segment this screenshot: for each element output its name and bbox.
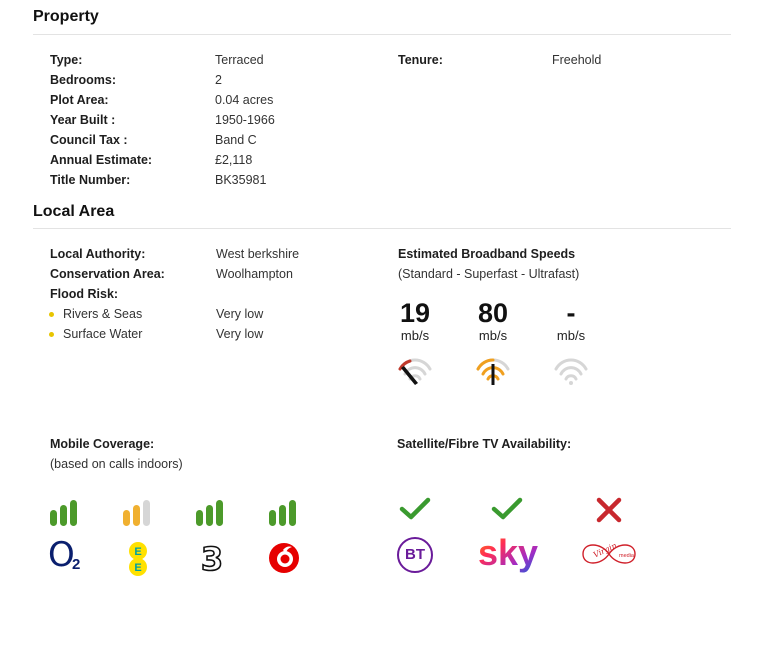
mobile-coverage-subtitle: (based on calls indoors) <box>50 457 183 471</box>
mobile-coverage-title: Mobile Coverage: <box>50 437 155 451</box>
check-icon <box>491 497 523 520</box>
broadband-gauge-standard-icon <box>398 358 432 385</box>
vodafone-logo <box>269 543 299 573</box>
speed-superfast-value: 80 <box>477 298 509 328</box>
check-icon <box>399 497 431 520</box>
broadband-gauge-superfast-icon <box>476 358 510 385</box>
property-field-value: 0.04 acres <box>215 93 274 107</box>
broadband-title: Estimated Broadband Speeds <box>398 247 576 261</box>
speed-standard-unit: mb/s <box>400 328 430 343</box>
property-field-value: Band C <box>215 133 257 147</box>
local-authority-label: Local Authority: <box>50 247 146 261</box>
tenure-label: Tenure: <box>398 53 443 67</box>
signal-bar <box>206 505 213 526</box>
speed-standard-value: 19 <box>399 298 431 328</box>
three-logo: 3 <box>200 539 224 579</box>
signal-bars-icon <box>50 496 82 526</box>
local-area-title: Local Area <box>33 203 115 220</box>
sky-logo: sky <box>478 532 538 573</box>
broadband-gauge-ultrafast-icon <box>554 358 588 385</box>
signal-bar <box>50 510 57 526</box>
signal-bar <box>216 500 223 526</box>
signal-bars-icon <box>269 496 301 526</box>
property-divider <box>33 34 731 35</box>
conservation-area-value: Woolhampton <box>216 267 293 281</box>
svg-text:E: E <box>134 562 141 574</box>
signal-bar <box>279 505 286 526</box>
signal-bar <box>289 500 296 526</box>
property-field-value: 1950-1966 <box>215 113 275 127</box>
signal-bar <box>60 505 67 526</box>
signal-bars-icon <box>123 496 155 526</box>
svg-text:E: E <box>134 546 141 558</box>
o2-logo: O 2 <box>48 535 81 575</box>
property-field-label: Bedrooms: <box>50 73 116 87</box>
tv-availability-title: Satellite/Fibre TV Availability: <box>397 437 572 451</box>
signal-bars-icon <box>196 496 228 526</box>
property-field-label: Type: <box>50 53 83 67</box>
property-field-label: Plot Area: <box>50 93 109 107</box>
speed-ultrafast-unit: mb/s <box>556 328 586 343</box>
tenure-value: Freehold <box>552 53 602 67</box>
flood-rivers-value: Very low <box>216 307 264 321</box>
property-field-label: Council Tax : <box>50 133 128 147</box>
speed-superfast-unit: mb/s <box>478 328 508 343</box>
broadband-subtitle: (Standard - Superfast - Ultrafast) <box>398 267 580 281</box>
property-field-value: 2 <box>215 73 222 87</box>
flood-surface-value: Very low <box>216 327 264 341</box>
property-field-value: £2,118 <box>215 153 253 167</box>
flood-surface-label: Surface Water <box>63 327 143 341</box>
signal-bar <box>70 500 77 526</box>
conservation-area-label: Conservation Area: <box>50 267 165 281</box>
bt-logo: BT <box>397 537 433 573</box>
property-field-label: Title Number: <box>50 173 131 187</box>
local-authority-value: West berkshire <box>216 247 300 261</box>
virgin-media-logo: Virgin media <box>582 541 636 564</box>
property-field-value: BK35981 <box>215 173 267 187</box>
property-title: Property <box>33 8 99 25</box>
bullet-dot <box>49 332 54 337</box>
property-field-label: Annual Estimate: <box>50 153 153 167</box>
signal-bar <box>133 505 140 526</box>
signal-bar <box>123 510 130 526</box>
signal-bar <box>196 510 203 526</box>
svg-text:Virgin: Virgin <box>592 541 618 560</box>
speed-ultrafast-value: - <box>566 298 576 328</box>
svg-text:media: media <box>619 553 635 559</box>
flood-risk-label: Flood Risk: <box>50 287 119 301</box>
cross-icon <box>596 497 622 523</box>
local-area-divider <box>33 228 731 229</box>
signal-bar <box>269 510 276 526</box>
svg-text:sky: sky <box>478 532 538 573</box>
signal-bar <box>143 500 150 526</box>
property-field-value: Terraced <box>215 53 264 67</box>
ee-logo: E E <box>129 542 147 576</box>
flood-rivers-label: Rivers & Seas <box>63 307 143 321</box>
bullet-dot <box>49 312 54 317</box>
property-field-label: Year Built : <box>50 113 116 127</box>
